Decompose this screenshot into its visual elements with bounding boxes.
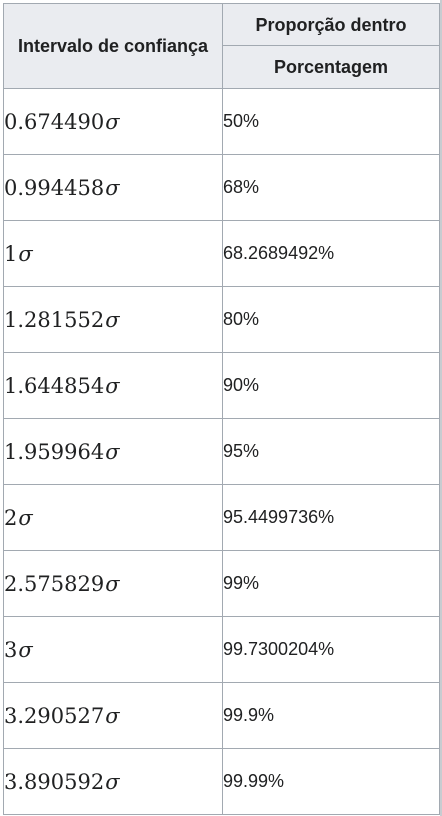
header-subrow: Porcentagem xyxy=(4,45,440,89)
sigma-symbol: σ xyxy=(105,769,120,794)
table-header: Intervalo de confiança Proporção dentro … xyxy=(3,3,440,89)
interval-value: 2.575829 xyxy=(4,571,105,596)
interval-value: 1.959964 xyxy=(4,439,105,464)
header-row: Intervalo de confiança Proporção dentro xyxy=(3,3,440,89)
table-row: 1.959964σ 95% xyxy=(3,418,440,485)
percentage-cell: 95% xyxy=(222,418,440,485)
percentage-cell: 99.99% xyxy=(222,748,440,815)
interval-value: 3.890592 xyxy=(4,769,105,794)
table-row: 2.575829σ 99% xyxy=(3,550,440,617)
header-proportion-within: Proporção dentro xyxy=(222,3,440,46)
interval-value: 1 xyxy=(4,241,18,266)
percentage-cell: 90% xyxy=(222,352,440,419)
interval-value: 3.290527 xyxy=(4,703,105,728)
sigma-symbol: σ xyxy=(18,637,33,662)
interval-cell: 1.281552σ xyxy=(3,286,223,353)
percentage-cell: 99.7300204% xyxy=(222,616,440,683)
interval-cell: 3σ xyxy=(3,616,223,683)
header-percentage: Porcentagem xyxy=(222,45,440,89)
sigma-symbol: σ xyxy=(105,109,120,134)
sigma-symbol: σ xyxy=(105,703,120,728)
header-confidence-interval: Intervalo de confiança xyxy=(3,3,223,89)
interval-cell: 3.290527σ xyxy=(3,682,223,749)
sigma-symbol: σ xyxy=(105,175,120,200)
table-row: 1.644854σ 90% xyxy=(3,352,440,419)
sigma-symbol: σ xyxy=(105,373,120,398)
table-body: 0.674490σ 50% 0.994458σ 68% 1σ 68.2689492% 1.2… xyxy=(3,88,440,815)
sigma-symbol: σ xyxy=(18,241,33,266)
sigma-symbol: σ xyxy=(105,439,120,464)
percentage-cell: 99.9% xyxy=(222,682,440,749)
interval-cell: 1σ xyxy=(3,220,223,287)
table-row: 2σ 95.4499736% xyxy=(3,484,440,551)
interval-value: 0.994458 xyxy=(4,175,105,200)
table-row: 0.674490σ 50% xyxy=(3,88,440,155)
sigma-symbol: σ xyxy=(105,571,120,596)
confidence-interval-table: Intervalo de confiança Proporção dentro … xyxy=(3,3,440,815)
interval-cell: 1.644854σ xyxy=(3,352,223,419)
percentage-cell: 99% xyxy=(222,550,440,617)
page-edge-divider xyxy=(440,0,442,816)
percentage-cell: 80% xyxy=(222,286,440,353)
table-row: 3σ 99.7300204% xyxy=(3,616,440,683)
interval-value: 1.644854 xyxy=(4,373,105,398)
interval-cell: 0.994458σ xyxy=(3,154,223,221)
interval-value: 2 xyxy=(4,505,18,530)
percentage-cell: 68.2689492% xyxy=(222,220,440,287)
interval-value: 3 xyxy=(4,637,18,662)
interval-cell: 0.674490σ xyxy=(3,88,223,155)
interval-cell: 2.575829σ xyxy=(3,550,223,617)
interval-cell: 2σ xyxy=(3,484,223,551)
table-row: 1.281552σ 80% xyxy=(3,286,440,353)
interval-value: 0.674490 xyxy=(4,109,105,134)
table-row: 1σ 68.2689492% xyxy=(3,220,440,287)
interval-cell: 1.959964σ xyxy=(3,418,223,485)
interval-cell: 3.890592σ xyxy=(3,748,223,815)
sigma-symbol: σ xyxy=(105,307,120,332)
table-row: 3.290527σ 99.9% xyxy=(3,682,440,749)
percentage-cell: 68% xyxy=(222,154,440,221)
sigma-symbol: σ xyxy=(18,505,33,530)
percentage-cell: 95.4499736% xyxy=(222,484,440,551)
table-row: 0.994458σ 68% xyxy=(3,154,440,221)
table-row: 3.890592σ 99.99% xyxy=(3,748,440,815)
interval-value: 1.281552 xyxy=(4,307,105,332)
percentage-cell: 50% xyxy=(222,88,440,155)
